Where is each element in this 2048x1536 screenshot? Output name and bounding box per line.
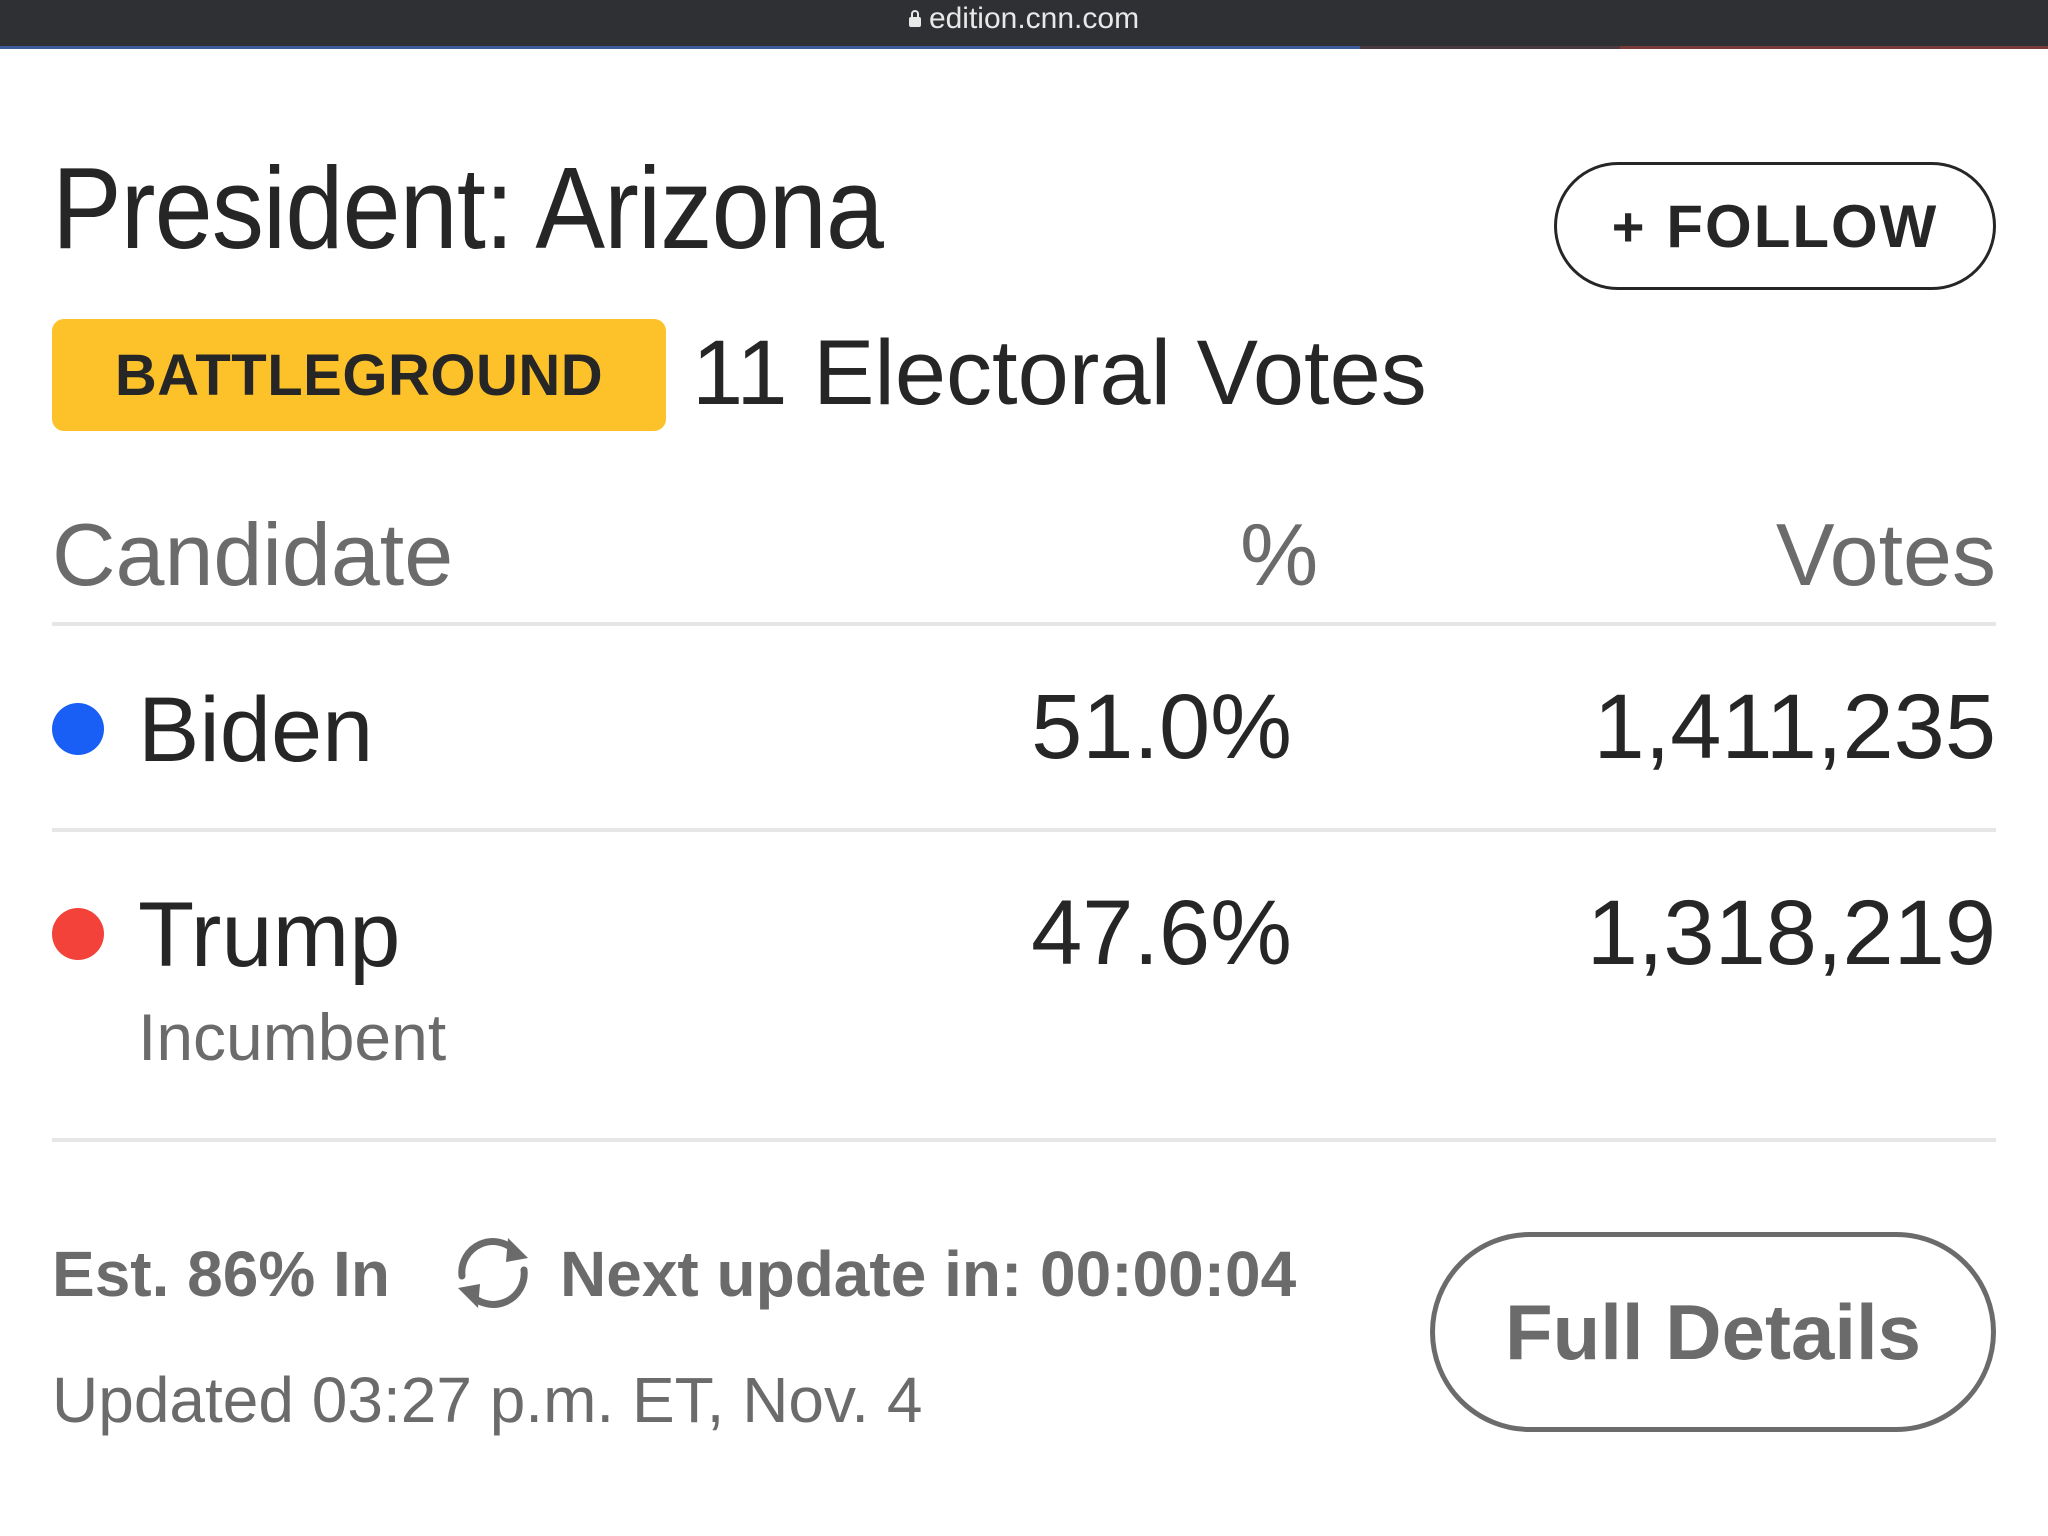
- row-divider: [52, 1138, 1996, 1142]
- electoral-votes: 11 Electoral Votes: [692, 322, 1427, 424]
- next-update-countdown: Next update in: 00:00:04: [560, 1238, 1297, 1310]
- candidate-percent: 51.0%: [1031, 676, 1292, 778]
- url-text: edition.cnn.com: [928, 2, 1140, 35]
- full-details-button[interactable]: Full Details: [1430, 1232, 1996, 1432]
- updated-timestamp: Updated 03:27 p.m. ET, Nov. 4: [52, 1364, 923, 1436]
- column-header-votes: Votes: [1775, 505, 1996, 604]
- column-header-percent: %: [1240, 505, 1319, 604]
- candidate-name: Trump: [138, 884, 401, 986]
- candidate-name: Biden: [138, 679, 374, 781]
- candidate-percent: 47.6%: [1031, 882, 1292, 984]
- row-divider: [52, 828, 1996, 832]
- candidate-color-dot: [52, 908, 104, 960]
- plus-icon: +: [1611, 194, 1647, 258]
- lock-icon: [908, 10, 921, 27]
- follow-label: FOLLOW: [1666, 192, 1939, 260]
- battleground-badge: BATTLEGROUND: [52, 319, 666, 431]
- candidate-note: Incumbent: [138, 1000, 447, 1074]
- candidate-votes: 1,411,235: [1593, 676, 1996, 778]
- header-divider: [52, 622, 1996, 626]
- reporting-estimate: Est. 86% In: [52, 1238, 390, 1310]
- race-title: President: Arizona: [52, 143, 884, 273]
- browser-url-bar[interactable]: edition.cnn.com: [0, 0, 2048, 48]
- candidate-votes: 1,318,219: [1586, 882, 1996, 984]
- refresh-icon: [458, 1238, 528, 1308]
- column-header-candidate: Candidate: [52, 505, 454, 604]
- follow-button[interactable]: + FOLLOW: [1554, 162, 1996, 290]
- candidate-color-dot: [52, 703, 104, 755]
- url-display[interactable]: edition.cnn.com: [908, 2, 1140, 36]
- page-load-progress: [0, 46, 2048, 49]
